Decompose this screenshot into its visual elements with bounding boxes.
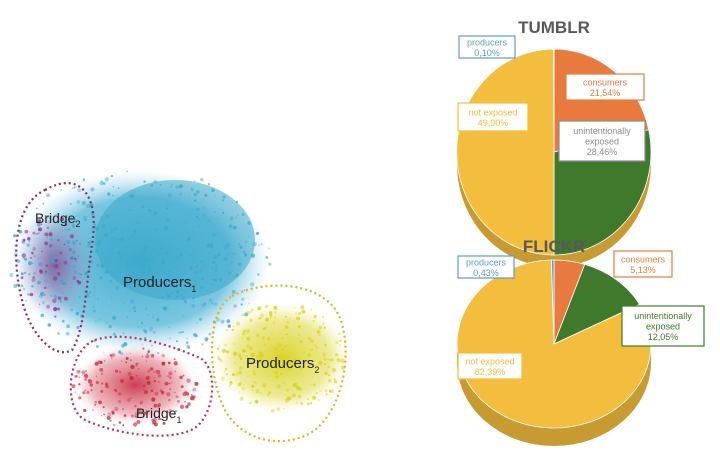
network-visualization: Bridge2 Producers1 Producers2 Bridge1 xyxy=(9,170,350,443)
pie-slice-unintentionally-exposed xyxy=(553,263,641,345)
callout-value: 12,05% xyxy=(648,332,679,342)
callout-value: 82,39% xyxy=(475,367,506,377)
callout-box xyxy=(457,352,523,380)
callout-category: consumers xyxy=(621,254,666,264)
callout-value: 28,46% xyxy=(587,147,618,157)
callout-category: unintentionally xyxy=(573,126,631,136)
tumblr-title: TUMBLR xyxy=(518,18,590,37)
callout-box xyxy=(457,102,529,132)
flickr-pie-depth xyxy=(457,344,651,446)
callout-box xyxy=(621,305,705,347)
callout-category: unintentionally xyxy=(634,311,692,321)
callout-value: 21,54% xyxy=(590,88,621,98)
callout-category: not exposed xyxy=(468,107,517,117)
label-producers2: Producers2 xyxy=(246,355,319,375)
callout-box xyxy=(565,73,645,101)
cluster-bridge1 xyxy=(73,345,197,425)
callout-box xyxy=(558,120,646,162)
callout-box xyxy=(458,35,516,59)
callout-category: consumers xyxy=(583,77,628,87)
callout-box xyxy=(457,255,515,279)
callout-category: exposed xyxy=(585,137,619,147)
flickr-title: FLICKR xyxy=(523,237,585,256)
pie-slice-producers xyxy=(550,259,555,345)
callout-category: producers xyxy=(466,257,507,267)
callout-value: 0,43% xyxy=(473,268,499,278)
callout-box xyxy=(613,250,673,278)
pie-slice-not-exposed xyxy=(456,48,555,256)
node-scatter xyxy=(9,170,346,427)
label-bridge2: Bridge2 xyxy=(35,210,80,229)
pie-slice-producers xyxy=(552,48,555,153)
outline-producers2 xyxy=(210,284,347,443)
callout-category: producers xyxy=(467,37,508,47)
callout-value: 49,90% xyxy=(478,118,509,128)
label-bridge1: Bridge1 xyxy=(136,405,181,425)
callout-value: 0,10% xyxy=(474,48,500,58)
callout-category: not exposed xyxy=(465,356,514,366)
callout-category: exposed xyxy=(646,322,680,332)
outline-bridge2 xyxy=(15,182,95,354)
label-producers1: Producers1 xyxy=(123,274,196,294)
callout-value: 5,13% xyxy=(630,265,656,275)
